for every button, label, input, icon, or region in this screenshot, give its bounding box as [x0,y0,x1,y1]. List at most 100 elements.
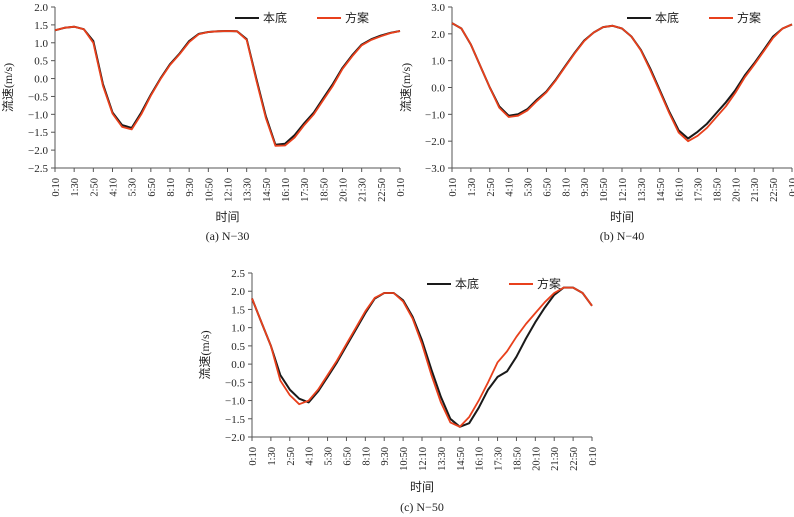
chart-panel-2: 3.02.01.00.0−1.0−2.0−3.00:10 1:30 2:50 4:10… [399,2,794,243]
y-tick-label: −1.0 [225,396,245,408]
y-tick-label: −1.5 [225,414,245,426]
x-tick-label: 8:10 [166,178,177,197]
y-tick-label: −3.0 [425,163,445,175]
x-tick-label: 5:30 [324,447,335,466]
y-tick-label: 2.0 [34,2,48,14]
y-tick-label: 2.0 [431,29,445,41]
x-tick-label: 2:50 [286,447,297,466]
chart-caption: (a) N−30 [206,229,250,243]
x-tick-label: 5:30 [128,178,139,197]
x-tick-label: 0:10 [788,178,794,197]
y-tick-label: 2.5 [231,268,245,280]
x-tick-label: 8:10 [361,447,372,466]
x-tick-label: 14:50 [456,447,467,471]
y-tick-label: 1.0 [231,323,245,335]
x-tick-label: 0:10 [448,178,459,197]
x-tick-label: 9:30 [380,447,391,466]
y-tick-label: −2.0 [225,432,245,444]
chart-panel-1: 2.01.51.00.50.0−0.5−1.0−1.5−2.0−2.50:10 1… [1,2,407,243]
y-tick-label: −0.5 [225,377,245,389]
legend-label: 方案 [345,10,369,25]
x-tick-label: 18:50 [319,178,330,202]
x-tick-label: 13:30 [243,178,254,202]
y-tick-label: 1.5 [231,304,245,316]
x-tick-label: 17:30 [494,447,505,471]
series-line-baseline [451,22,793,140]
y-tick-label: 3.0 [431,2,445,14]
x-tick-label: 22:50 [769,178,780,202]
x-tick-label: 10:50 [204,178,215,202]
y-axis-label: 流速(m/s) [198,330,212,379]
y-tick-label: 1.0 [34,38,48,50]
x-tick-label: 10:50 [599,178,610,202]
y-tick-label: −2.0 [28,145,48,157]
x-tick-label: 12:10 [224,178,235,202]
chart-caption: (b) N−40 [600,229,644,243]
x-tick-label: 20:10 [531,447,542,471]
x-tick-label: 9:30 [580,178,591,197]
x-tick-label: 18:50 [712,178,723,202]
x-tick-label: 2:50 [486,178,497,197]
legend-label: 方案 [537,276,561,291]
y-tick-label: −2.5 [28,163,48,175]
x-tick-label: 0:10 [51,178,62,197]
x-axis-label: 时间 [215,210,239,224]
x-tick-label: 16:10 [281,178,292,202]
x-tick-label: 16:10 [675,178,686,202]
x-tick-label: 16:10 [475,447,486,471]
x-tick-label: 20:10 [731,178,742,202]
series-line-baseline [54,25,401,146]
x-tick-label: 8:10 [561,178,572,197]
y-tick-label: 1.5 [34,20,48,32]
x-tick-label: 20:10 [339,178,350,202]
y-tick-label: −0.5 [28,91,48,103]
y-tick-label: −1.0 [425,109,445,121]
x-tick-label: 1:30 [467,178,478,197]
x-tick-label: 4:10 [305,447,316,466]
x-tick-label: 12:10 [418,447,429,471]
y-tick-label: 0.0 [231,359,245,371]
x-tick-label: 22:50 [569,447,580,471]
x-tick-label: 1:30 [267,447,278,466]
legend-label: 本底 [263,10,287,25]
x-tick-label: 21:30 [750,178,761,202]
legend-label: 本底 [655,10,679,25]
y-tick-label: 2.0 [231,286,245,298]
x-tick-label: 17:30 [694,178,705,202]
y-tick-label: −1.0 [28,109,48,121]
y-tick-label: 0.5 [34,56,48,68]
legend-label: 方案 [737,10,761,25]
x-tick-label: 9:30 [185,178,196,197]
x-tick-label: 6:50 [342,447,353,466]
chart-caption: (c) N−50 [400,500,444,514]
x-tick-label: 21:30 [358,178,369,202]
x-tick-label: 21:30 [550,447,561,471]
x-axis-label: 时间 [410,480,434,494]
y-tick-label: −1.5 [28,127,48,139]
y-tick-label: 0.0 [431,83,445,95]
x-tick-label: 1:30 [70,178,81,197]
x-tick-label: 18:50 [512,447,523,471]
x-tick-label: 4:10 [109,178,120,197]
y-tick-label: −2.0 [425,136,445,148]
y-axis-label: 流速(m/s) [1,63,15,112]
x-tick-label: 6:50 [147,178,158,197]
x-tick-label: 13:30 [437,447,448,471]
x-axis-label: 时间 [610,210,634,224]
x-tick-label: 14:50 [656,178,667,202]
x-tick-label: 13:30 [637,178,648,202]
x-tick-label: 14:50 [262,178,273,202]
legend-label: 本底 [455,276,479,291]
y-tick-label: 1.0 [431,56,445,68]
x-tick-label: 17:30 [300,178,311,202]
x-tick-label: 5:30 [524,178,535,197]
series-line-scheme [54,25,401,147]
x-tick-label: 2:50 [89,178,100,197]
y-axis-label: 流速(m/s) [399,63,413,112]
x-tick-label: 0:10 [588,447,599,466]
x-tick-label: 4:10 [505,178,516,197]
y-tick-label: 0.5 [231,341,245,353]
series-line-scheme [251,286,593,428]
x-tick-label: 22:50 [377,178,388,202]
